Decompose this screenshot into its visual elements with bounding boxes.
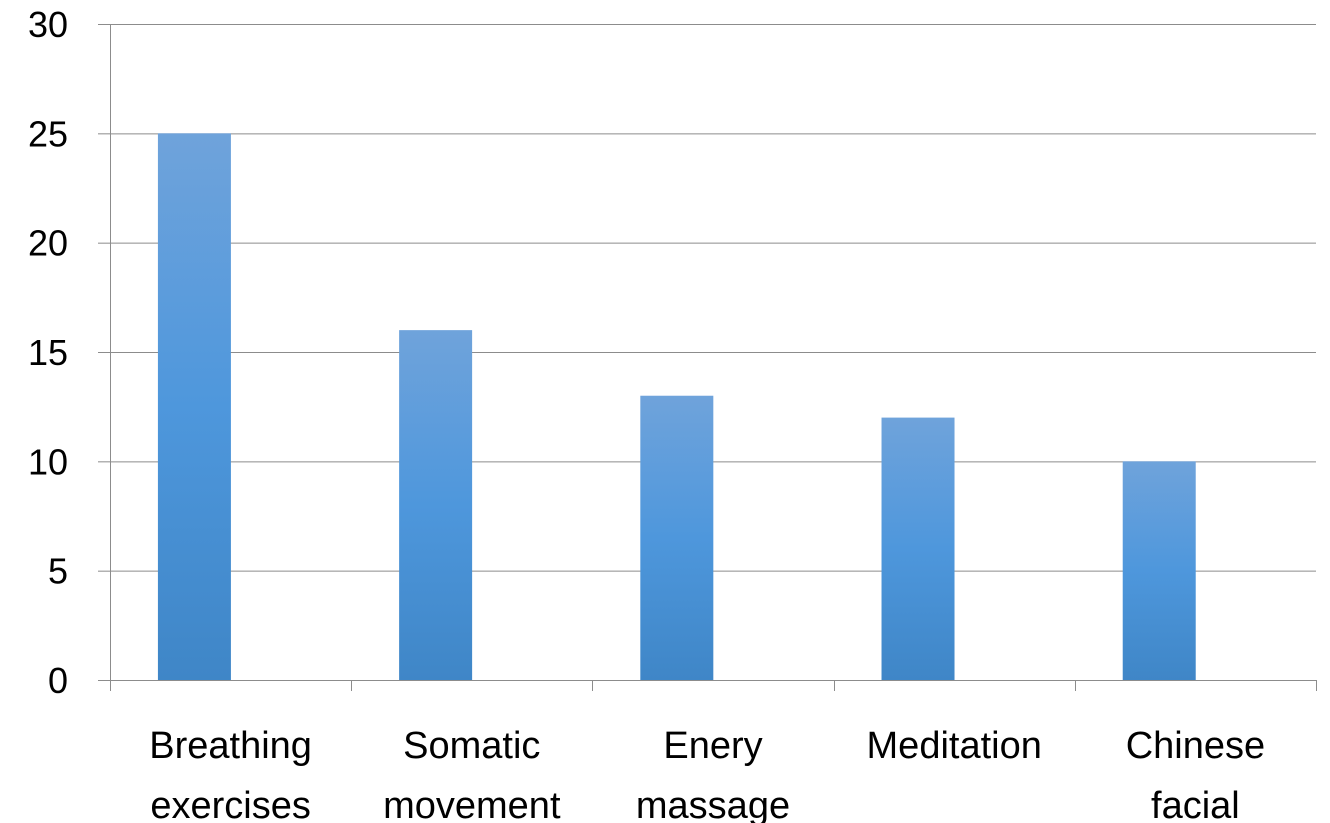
axes [98,24,1317,691]
x-category-label-meditation: Meditation [867,725,1042,767]
y-tick-label-20: 20 [28,223,68,264]
bar-breathing-exercises [157,133,231,681]
bars [157,133,1196,681]
x-category-label-breathing-exercises: Breathing exercises [149,725,312,823]
y-tick-labels: 0 5 10 15 20 25 30 [28,4,68,701]
y-tick-label-15: 15 [28,332,68,373]
x-category-label-somatic-movement: Somatic movement [383,725,561,823]
y-tick-label-10: 10 [28,441,68,482]
y-tick-label-30: 30 [28,4,68,45]
bar-somatic-movement [399,330,473,680]
grid-lines [110,24,1316,572]
y-tick-label-5: 5 [48,551,68,592]
bar-chinese-facial [1122,461,1196,680]
bar-enery-massage [640,395,714,680]
bar-meditation [881,417,955,680]
x-category-labels: Breathing exercises Somatic movement Enery ma… [149,725,1265,823]
x-category-label-enery-massage: Enery massage [636,725,790,823]
y-tick-label-25: 25 [28,113,68,154]
x-category-label-chinese-facial: Chinese facial [1126,725,1265,823]
y-tick-label-0: 0 [48,660,68,701]
